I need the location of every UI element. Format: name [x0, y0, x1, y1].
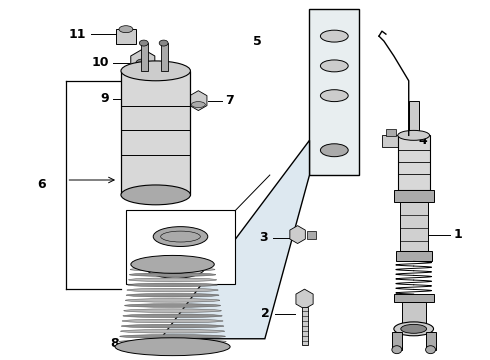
Ellipse shape [121, 324, 224, 328]
Polygon shape [161, 140, 310, 339]
Bar [126, 210, 235, 284]
Bar [141, 43, 148, 71]
Text: 5: 5 [253, 35, 262, 48]
Ellipse shape [153, 227, 208, 247]
Bar [307, 231, 317, 239]
Bar [400, 202, 428, 251]
Text: 1: 1 [453, 228, 462, 241]
Bar [396, 251, 432, 261]
Text: 11: 11 [69, 28, 86, 41]
Ellipse shape [131, 262, 214, 266]
Bar [382, 135, 400, 147]
Ellipse shape [127, 288, 218, 292]
Ellipse shape [159, 40, 168, 46]
Bar [398, 135, 430, 190]
Ellipse shape [192, 102, 205, 108]
Ellipse shape [128, 283, 218, 287]
Polygon shape [310, 9, 359, 175]
Bar [301, 307, 308, 345]
Ellipse shape [121, 61, 191, 81]
Ellipse shape [320, 30, 348, 42]
Ellipse shape [320, 144, 348, 157]
Ellipse shape [122, 319, 223, 323]
Ellipse shape [139, 40, 148, 46]
Bar [402, 302, 426, 327]
Ellipse shape [131, 255, 214, 273]
Bar [394, 294, 434, 302]
Ellipse shape [121, 185, 191, 205]
Text: 2: 2 [261, 307, 270, 320]
Ellipse shape [119, 26, 133, 33]
Ellipse shape [123, 309, 221, 312]
Text: 6: 6 [37, 179, 46, 192]
Ellipse shape [120, 334, 225, 338]
Ellipse shape [128, 278, 217, 282]
Text: 7: 7 [225, 94, 234, 107]
Ellipse shape [426, 346, 436, 354]
Ellipse shape [125, 298, 220, 302]
Bar [426, 332, 436, 350]
Text: 8: 8 [110, 337, 119, 350]
Ellipse shape [394, 322, 434, 336]
Bar [392, 332, 402, 350]
Ellipse shape [136, 59, 150, 67]
Ellipse shape [130, 268, 215, 271]
Ellipse shape [320, 60, 348, 72]
Ellipse shape [126, 293, 219, 297]
Ellipse shape [123, 314, 222, 318]
Ellipse shape [320, 90, 348, 102]
Ellipse shape [129, 273, 216, 276]
Ellipse shape [124, 304, 220, 307]
Ellipse shape [392, 346, 402, 354]
Bar [121, 71, 191, 195]
Bar [394, 190, 434, 202]
Bar [409, 100, 418, 140]
Text: 3: 3 [259, 231, 268, 244]
Ellipse shape [115, 338, 230, 356]
Text: 9: 9 [100, 92, 109, 105]
Ellipse shape [398, 130, 430, 140]
Bar [161, 43, 168, 71]
Text: 4: 4 [418, 134, 427, 147]
Ellipse shape [401, 324, 427, 333]
Ellipse shape [121, 329, 225, 333]
Ellipse shape [135, 100, 153, 107]
Ellipse shape [146, 256, 205, 278]
Ellipse shape [119, 340, 226, 343]
Bar [116, 29, 136, 44]
Text: 10: 10 [92, 57, 109, 69]
Bar [386, 129, 396, 136]
